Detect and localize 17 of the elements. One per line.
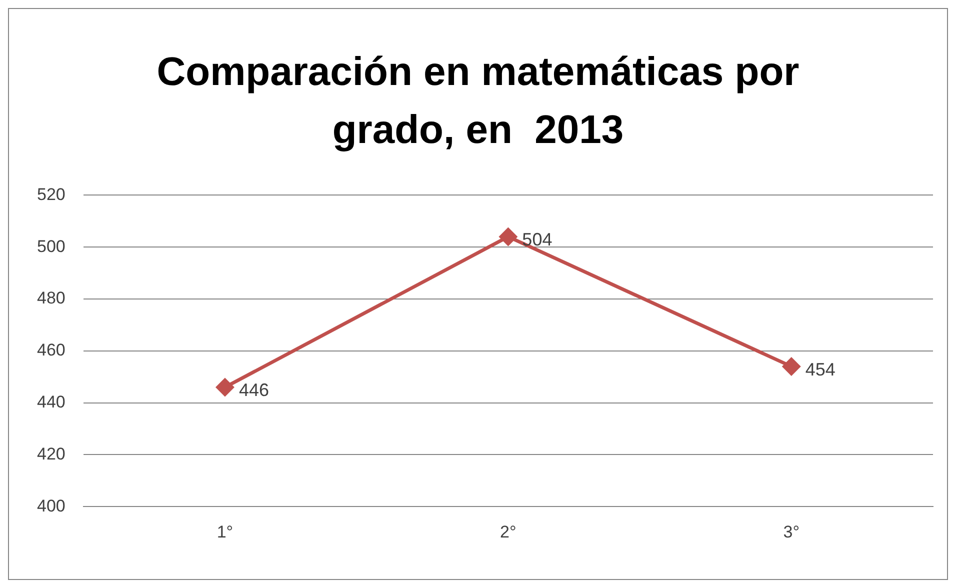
data-label: 454 [805, 359, 836, 380]
y-tick-label: 440 [36, 392, 66, 412]
x-tick-label: 1° [216, 522, 234, 542]
y-tick-label: 480 [36, 288, 66, 308]
x-tick-label: 2° [500, 522, 516, 542]
point [216, 378, 234, 396]
chart-title: Comparación en matemáticas por grado, en 2013 [156, 49, 800, 154]
y-tick-label: 460 [36, 340, 66, 360]
data-label: 504 [522, 230, 552, 250]
y-tick-label: 520 [36, 184, 66, 204]
point [782, 358, 800, 376]
point [499, 228, 517, 246]
y-tick-label: 400 [36, 496, 66, 516]
y-tick-label: 420 [36, 444, 66, 464]
x-tick-label: 3° [783, 522, 800, 542]
y-tick-label: 500 [36, 236, 66, 256]
data-label: 446 [238, 380, 270, 400]
